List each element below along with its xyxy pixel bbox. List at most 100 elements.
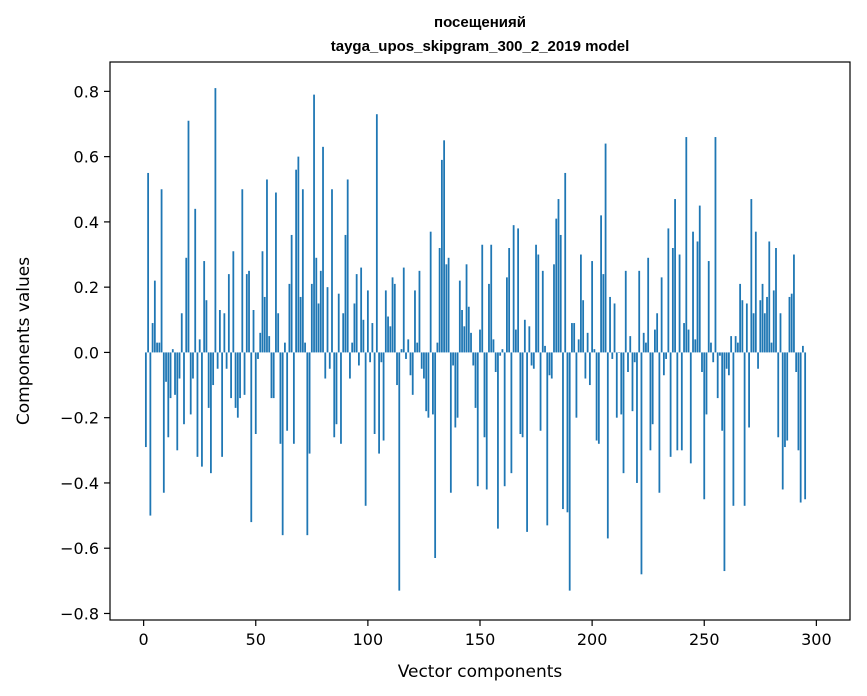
bar-291 — [795, 352, 798, 372]
y-tick-label: −0.6 — [60, 539, 99, 558]
bar-87 — [337, 293, 340, 353]
bar-231 — [660, 277, 663, 353]
bar-56 — [268, 336, 271, 353]
bar-46 — [245, 274, 248, 353]
bar-120 — [411, 352, 414, 395]
bar-249 — [701, 352, 703, 372]
x-tick-label: 200 — [577, 630, 608, 649]
bar-16 — [178, 352, 181, 379]
bar-212 — [618, 352, 620, 353]
bar-34 — [218, 310, 221, 353]
bar-253 — [710, 342, 712, 353]
bar-137 — [449, 352, 452, 493]
bars-group — [144, 88, 807, 591]
x-tick-label: 50 — [246, 630, 266, 649]
x-tick-label: 150 — [465, 630, 496, 649]
bar-71 — [301, 189, 304, 353]
x-tick-label: 100 — [353, 630, 384, 649]
bar-273 — [754, 231, 757, 353]
bar-205 — [602, 274, 605, 353]
bar-10 — [165, 352, 167, 382]
bar-207 — [606, 352, 609, 539]
bar-211 — [615, 352, 618, 418]
bar-281 — [772, 290, 775, 353]
y-axis-ticks: −0.8 −0.6 −0.4 −0.2 0.0 0.2 0.4 0.6 0.8 — [60, 82, 110, 623]
bar-267 — [741, 300, 744, 353]
bar-247 — [696, 241, 699, 353]
bar-27 — [203, 261, 206, 353]
bar-135 — [445, 264, 448, 353]
bar-37 — [225, 352, 228, 369]
bar-274 — [757, 352, 759, 369]
bar-232 — [662, 352, 665, 376]
bar-196 — [582, 300, 585, 353]
bar-187 — [562, 352, 564, 510]
bar-20 — [187, 120, 190, 353]
bar-159 — [499, 352, 502, 356]
bar-129 — [432, 352, 434, 415]
bar-203 — [597, 352, 600, 444]
bar-285 — [781, 352, 784, 490]
bar-121 — [414, 290, 416, 353]
bar-8 — [160, 189, 163, 353]
bar-286 — [784, 352, 786, 448]
bar-254 — [712, 352, 715, 363]
bar-193 — [575, 352, 578, 418]
bar-235 — [669, 352, 672, 457]
bar-182 — [550, 352, 553, 379]
bar-200 — [591, 261, 594, 353]
chart-title-line1: посещенияй — [434, 14, 526, 31]
bar-3 — [149, 352, 152, 516]
bar-114 — [398, 352, 401, 591]
bar-39 — [230, 352, 232, 399]
bar-184 — [555, 218, 558, 353]
bar-83 — [328, 352, 331, 369]
bar-44 — [241, 189, 244, 353]
bar-51 — [257, 352, 259, 359]
x-tick-label: 300 — [801, 630, 832, 649]
bar-223 — [642, 332, 645, 353]
bar-117 — [405, 352, 407, 359]
bar-95 — [355, 274, 358, 353]
bar-92 — [349, 352, 351, 379]
bar-220 — [636, 352, 638, 483]
bar-161 — [503, 352, 506, 487]
bar-181 — [548, 352, 551, 376]
bar-176 — [537, 254, 540, 353]
bar-66 — [290, 234, 293, 353]
bar-59 — [275, 192, 277, 353]
bar-152 — [483, 352, 486, 438]
bar-239 — [678, 254, 681, 353]
bar-93 — [351, 342, 354, 353]
y-tick-label: 0.8 — [74, 82, 99, 101]
bar-88 — [340, 352, 342, 444]
bar-283 — [777, 352, 780, 438]
bar-35 — [221, 352, 224, 457]
chart-title-line2: tayga_upos_skipgram_300_2_2019 model — [331, 38, 630, 55]
bar-260 — [725, 352, 728, 369]
bar-125 — [423, 352, 425, 379]
bar-165 — [512, 225, 515, 353]
bar-162 — [506, 277, 508, 353]
bar-213 — [620, 352, 623, 415]
bar-219 — [633, 352, 636, 363]
bar-256 — [716, 352, 719, 399]
bar-290 — [793, 254, 795, 353]
bar-142 — [461, 310, 463, 353]
bar-241 — [683, 323, 685, 353]
bar-6 — [156, 342, 158, 353]
y-axis-label: Components values — [14, 257, 34, 425]
bar-151 — [481, 244, 484, 353]
bar-294 — [802, 345, 804, 353]
bar-15 — [176, 352, 179, 451]
bar-19 — [185, 257, 188, 353]
bar-91 — [346, 179, 349, 353]
bar-257 — [719, 352, 721, 356]
bar-13 — [171, 349, 174, 353]
bar-264 — [734, 336, 737, 353]
bar-64 — [286, 352, 289, 431]
bar-12 — [169, 352, 172, 399]
bar-255 — [714, 137, 717, 353]
bar-133 — [440, 159, 443, 353]
